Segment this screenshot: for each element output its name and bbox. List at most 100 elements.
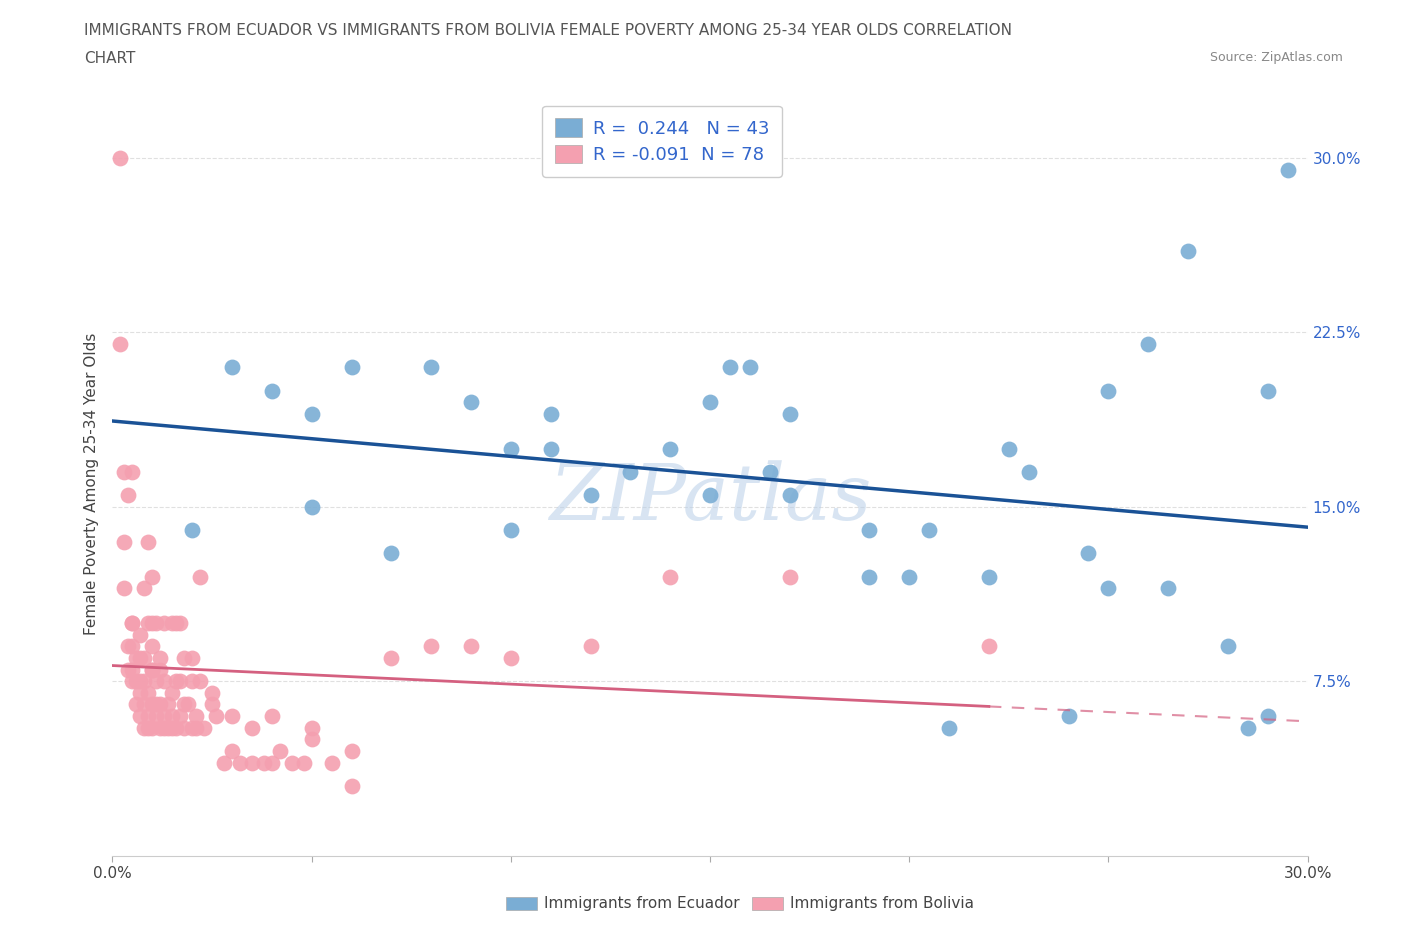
Point bbox=[177, 698, 200, 712]
Point bbox=[149, 662, 172, 677]
Point bbox=[117, 662, 139, 677]
Point bbox=[699, 488, 721, 503]
Text: Immigrants from Ecuador: Immigrants from Ecuador bbox=[544, 896, 740, 910]
Text: CHART: CHART bbox=[84, 51, 136, 66]
Point bbox=[779, 406, 801, 421]
Point bbox=[977, 569, 1000, 584]
Text: Immigrants from Bolivia: Immigrants from Bolivia bbox=[790, 896, 974, 910]
Point bbox=[229, 755, 252, 770]
Point bbox=[1157, 580, 1180, 596]
Point bbox=[1237, 720, 1260, 735]
Point bbox=[134, 720, 156, 735]
Point bbox=[141, 720, 163, 735]
Point bbox=[157, 720, 180, 735]
Point bbox=[121, 616, 143, 631]
Point bbox=[1018, 465, 1040, 480]
Point bbox=[269, 744, 291, 759]
Point bbox=[145, 673, 167, 688]
Point bbox=[281, 755, 304, 770]
Point bbox=[1097, 383, 1119, 398]
Point bbox=[193, 720, 215, 735]
Point bbox=[134, 673, 156, 688]
Point bbox=[121, 616, 143, 631]
Point bbox=[260, 709, 283, 724]
Point bbox=[125, 651, 148, 666]
Point bbox=[173, 698, 195, 712]
Point bbox=[181, 673, 204, 688]
Point bbox=[738, 360, 761, 375]
Point bbox=[1137, 337, 1160, 352]
Point bbox=[659, 569, 682, 584]
Point bbox=[121, 673, 143, 688]
Point bbox=[153, 709, 176, 724]
Point bbox=[1057, 709, 1080, 724]
Point bbox=[181, 720, 204, 735]
Point bbox=[221, 744, 243, 759]
Point bbox=[162, 616, 183, 631]
Point bbox=[134, 698, 156, 712]
Point bbox=[162, 720, 183, 735]
Point bbox=[1177, 244, 1199, 259]
Point bbox=[1257, 709, 1279, 724]
Point bbox=[188, 673, 211, 688]
Point bbox=[659, 442, 682, 457]
Point bbox=[699, 394, 721, 409]
Point bbox=[169, 709, 191, 724]
Point bbox=[169, 673, 191, 688]
Point bbox=[898, 569, 921, 584]
Point bbox=[186, 720, 208, 735]
Point bbox=[938, 720, 960, 735]
Point bbox=[1097, 580, 1119, 596]
Point bbox=[134, 580, 156, 596]
Point bbox=[153, 616, 176, 631]
Point bbox=[858, 569, 880, 584]
Point bbox=[141, 698, 163, 712]
Point bbox=[134, 651, 156, 666]
Point bbox=[129, 709, 152, 724]
Point bbox=[110, 151, 132, 166]
Point bbox=[499, 442, 522, 457]
Point bbox=[162, 709, 183, 724]
Point bbox=[499, 523, 522, 538]
Point bbox=[240, 720, 263, 735]
Point bbox=[121, 465, 143, 480]
Point bbox=[205, 709, 228, 724]
Point bbox=[138, 720, 160, 735]
Point bbox=[138, 709, 160, 724]
Point bbox=[181, 651, 204, 666]
Point bbox=[201, 698, 224, 712]
Point bbox=[301, 406, 323, 421]
Point bbox=[380, 651, 402, 666]
Point bbox=[460, 394, 482, 409]
Point bbox=[540, 406, 562, 421]
Point bbox=[153, 673, 176, 688]
Point bbox=[499, 651, 522, 666]
Point bbox=[145, 616, 167, 631]
Point bbox=[117, 639, 139, 654]
Point bbox=[212, 755, 235, 770]
Point bbox=[253, 755, 276, 770]
Point bbox=[579, 488, 602, 503]
Point bbox=[186, 709, 208, 724]
Point bbox=[1257, 383, 1279, 398]
Point bbox=[460, 639, 482, 654]
Text: ZIPatlas: ZIPatlas bbox=[548, 460, 872, 537]
Point bbox=[149, 698, 172, 712]
Point bbox=[221, 709, 243, 724]
Point bbox=[1077, 546, 1099, 561]
Point bbox=[138, 685, 160, 700]
Point bbox=[340, 744, 363, 759]
Point bbox=[110, 337, 132, 352]
Text: Source: ZipAtlas.com: Source: ZipAtlas.com bbox=[1209, 51, 1343, 64]
Point bbox=[129, 673, 152, 688]
Point bbox=[779, 569, 801, 584]
Point bbox=[340, 778, 363, 793]
Point bbox=[141, 616, 163, 631]
Point bbox=[141, 662, 163, 677]
Point bbox=[998, 442, 1021, 457]
Point bbox=[141, 662, 163, 677]
Point bbox=[759, 465, 782, 480]
Point bbox=[420, 639, 443, 654]
Point bbox=[173, 651, 195, 666]
Point bbox=[153, 720, 176, 735]
